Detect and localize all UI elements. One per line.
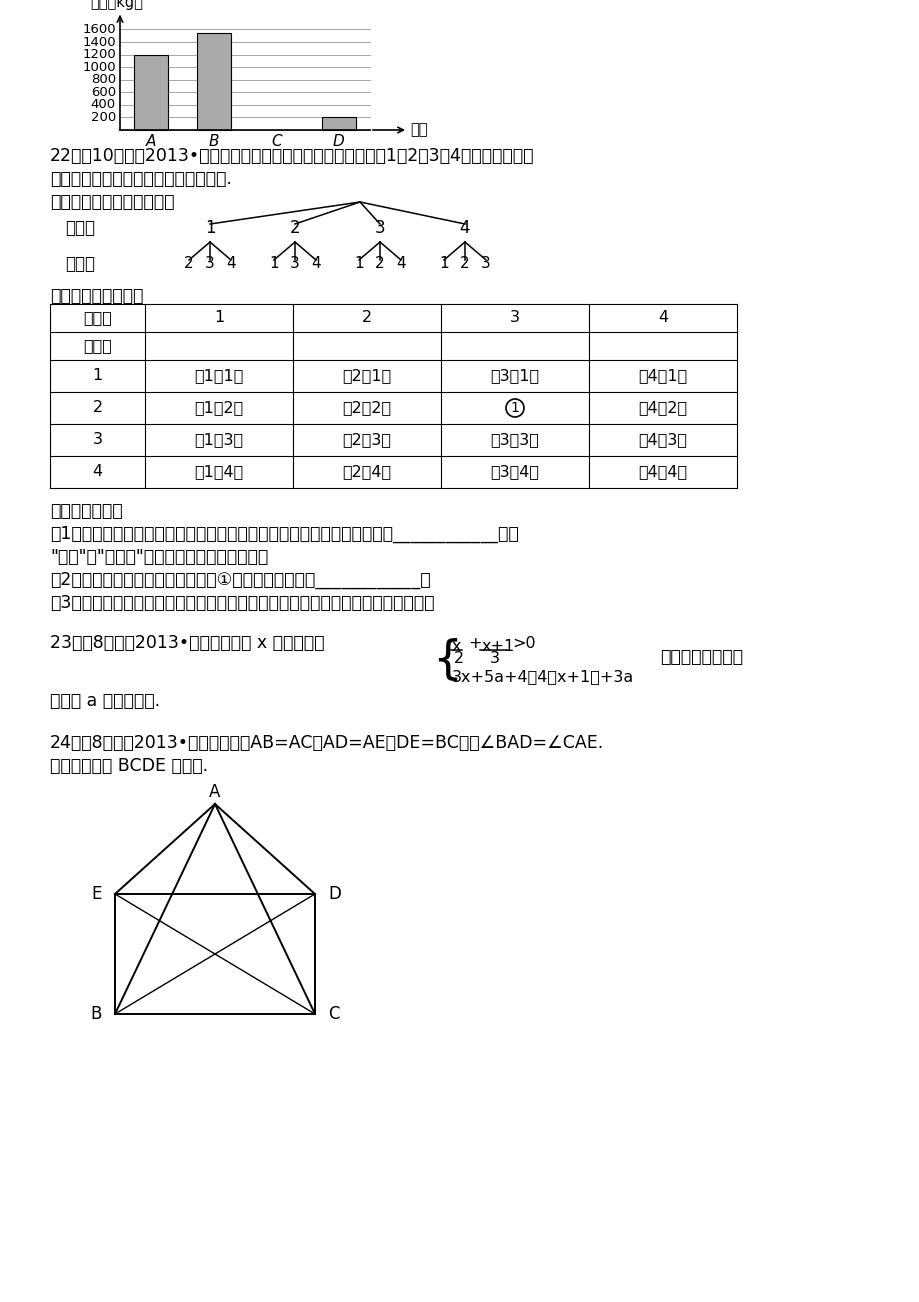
Text: （3，1）: （3，1） bbox=[490, 368, 539, 384]
Text: {: { bbox=[432, 638, 461, 684]
Text: 重量（kg）: 重量（kg） bbox=[90, 0, 142, 10]
Text: 1: 1 bbox=[269, 256, 278, 272]
Text: 1: 1 bbox=[354, 256, 363, 272]
Text: 2: 2 bbox=[184, 256, 194, 272]
Text: 1200: 1200 bbox=[82, 48, 116, 61]
Text: 3: 3 bbox=[509, 310, 519, 326]
Text: 200: 200 bbox=[91, 111, 116, 124]
Bar bbox=[197, 33, 231, 130]
Text: C: C bbox=[270, 134, 281, 148]
Text: D: D bbox=[333, 134, 345, 148]
Text: "放回"或"不放回"），再随机抽出一张卡片；: "放回"或"不放回"），再随机抽出一张卡片； bbox=[50, 548, 268, 566]
Text: 4: 4 bbox=[460, 219, 470, 237]
Text: （2，3）: （2，3） bbox=[342, 432, 391, 448]
Text: 3x+5a+4＞4（x+1）+3a: 3x+5a+4＞4（x+1）+3a bbox=[451, 669, 633, 684]
Text: 第二次: 第二次 bbox=[65, 255, 95, 273]
Text: 回答下列问题：: 回答下列问题： bbox=[50, 503, 122, 519]
Text: 3: 3 bbox=[205, 256, 215, 272]
Text: >0: >0 bbox=[512, 637, 535, 651]
Text: 400: 400 bbox=[91, 99, 116, 112]
Text: 恰有三个整数解，: 恰有三个整数解， bbox=[659, 648, 743, 667]
Text: 小华两人按照各自的规则玩抽卡片游戏.: 小华两人按照各自的规则玩抽卡片游戏. bbox=[50, 171, 232, 187]
Text: （1）根据小明画出的树形图分析，他的游戏规则是，随机抽出一张卡片后____________（填: （1）根据小明画出的树形图分析，他的游戏规则是，随机抽出一张卡片后_______… bbox=[50, 525, 518, 543]
Text: （3，4）: （3，4） bbox=[490, 465, 539, 479]
Bar bbox=[322, 117, 356, 130]
Text: 3: 3 bbox=[93, 432, 102, 448]
Text: x: x bbox=[451, 639, 461, 654]
Text: x+1: x+1 bbox=[482, 639, 515, 654]
Text: （2）根据小华的游戏规则，表格中①表示的有序数对为____________；: （2）根据小华的游戏规则，表格中①表示的有序数对为____________； bbox=[50, 572, 430, 589]
Text: 2: 2 bbox=[289, 219, 300, 237]
Text: （3，3）: （3，3） bbox=[490, 432, 539, 448]
Text: （2，2）: （2，2） bbox=[342, 401, 391, 415]
Text: 3: 3 bbox=[481, 256, 491, 272]
Text: 800: 800 bbox=[91, 73, 116, 86]
Text: （4，2）: （4，2） bbox=[638, 401, 686, 415]
Text: 1400: 1400 bbox=[83, 35, 116, 48]
Text: 1: 1 bbox=[438, 256, 448, 272]
Text: 1000: 1000 bbox=[83, 61, 116, 74]
Text: +: + bbox=[468, 637, 481, 651]
Text: 1: 1 bbox=[92, 368, 103, 384]
Text: 2: 2 bbox=[460, 256, 470, 272]
Text: （1，4）: （1，4） bbox=[194, 465, 244, 479]
Text: （1，2）: （1，2） bbox=[194, 401, 244, 415]
Text: 求证：四边形 BCDE 是矩形.: 求证：四边形 BCDE 是矩形. bbox=[50, 756, 208, 775]
Text: 2: 2 bbox=[453, 651, 463, 667]
Text: 第二次: 第二次 bbox=[83, 339, 112, 354]
Text: 1: 1 bbox=[510, 401, 519, 415]
Text: 第一次: 第一次 bbox=[65, 219, 95, 237]
Text: 求实数 a 的取值范围.: 求实数 a 的取值范围. bbox=[50, 691, 160, 710]
Text: （4，1）: （4，1） bbox=[638, 368, 686, 384]
Text: B: B bbox=[91, 1005, 102, 1023]
Text: A: A bbox=[146, 134, 156, 148]
Text: 2: 2 bbox=[375, 256, 384, 272]
Text: 2: 2 bbox=[361, 310, 371, 326]
Text: 4: 4 bbox=[92, 465, 102, 479]
Text: 第一次: 第一次 bbox=[83, 310, 112, 326]
Text: 等级: 等级 bbox=[410, 122, 427, 138]
Text: （4，4）: （4，4） bbox=[638, 465, 686, 479]
Text: （2，1）: （2，1） bbox=[342, 368, 391, 384]
Text: C: C bbox=[328, 1005, 339, 1023]
Text: （3）规定两次抽到的数字之和为奇数的获胜，你认为谁获胜的可能性大？为什么？: （3）规定两次抽到的数字之和为奇数的获胜，你认为谁获胜的可能性大？为什么？ bbox=[50, 594, 434, 612]
Text: 小华列出表格如下：: 小华列出表格如下： bbox=[50, 286, 143, 305]
Text: 2: 2 bbox=[92, 401, 102, 415]
Text: （4，3）: （4，3） bbox=[638, 432, 686, 448]
Text: A: A bbox=[210, 783, 221, 801]
Text: 3: 3 bbox=[289, 256, 300, 272]
Text: E: E bbox=[92, 885, 102, 904]
Text: 1: 1 bbox=[213, 310, 224, 326]
Text: 4: 4 bbox=[396, 256, 405, 272]
Text: 1600: 1600 bbox=[83, 23, 116, 36]
Text: 600: 600 bbox=[91, 86, 116, 99]
Text: （2，4）: （2，4） bbox=[342, 465, 391, 479]
Text: B: B bbox=[209, 134, 219, 148]
Text: 24．（8分）（2013•南通）如图，AB=AC，AD=AE，DE=BC，且∠BAD=∠CAE.: 24．（8分）（2013•南通）如图，AB=AC，AD=AE，DE=BC，且∠B… bbox=[50, 734, 604, 753]
Text: 3: 3 bbox=[490, 651, 499, 667]
Bar bbox=[134, 55, 168, 130]
Text: （1，3）: （1，3） bbox=[194, 432, 244, 448]
Text: （1，1）: （1，1） bbox=[194, 368, 244, 384]
Text: 1: 1 bbox=[204, 219, 215, 237]
Text: 4: 4 bbox=[311, 256, 321, 272]
Text: 3: 3 bbox=[374, 219, 385, 237]
Text: 小明画出树状图如图所示：: 小明画出树状图如图所示： bbox=[50, 193, 175, 211]
Text: 4: 4 bbox=[226, 256, 235, 272]
Text: 4: 4 bbox=[657, 310, 667, 326]
Text: 23．（8分）（2013•南通）若关于 x 的不等式组: 23．（8分）（2013•南通）若关于 x 的不等式组 bbox=[50, 634, 324, 652]
Text: 22．（10分）（2013•南通）在不透明的袋子中有四张标着数字1，2，3，4的卡片，小明、: 22．（10分）（2013•南通）在不透明的袋子中有四张标着数字1，2，3，4的… bbox=[50, 147, 534, 165]
Text: D: D bbox=[328, 885, 341, 904]
